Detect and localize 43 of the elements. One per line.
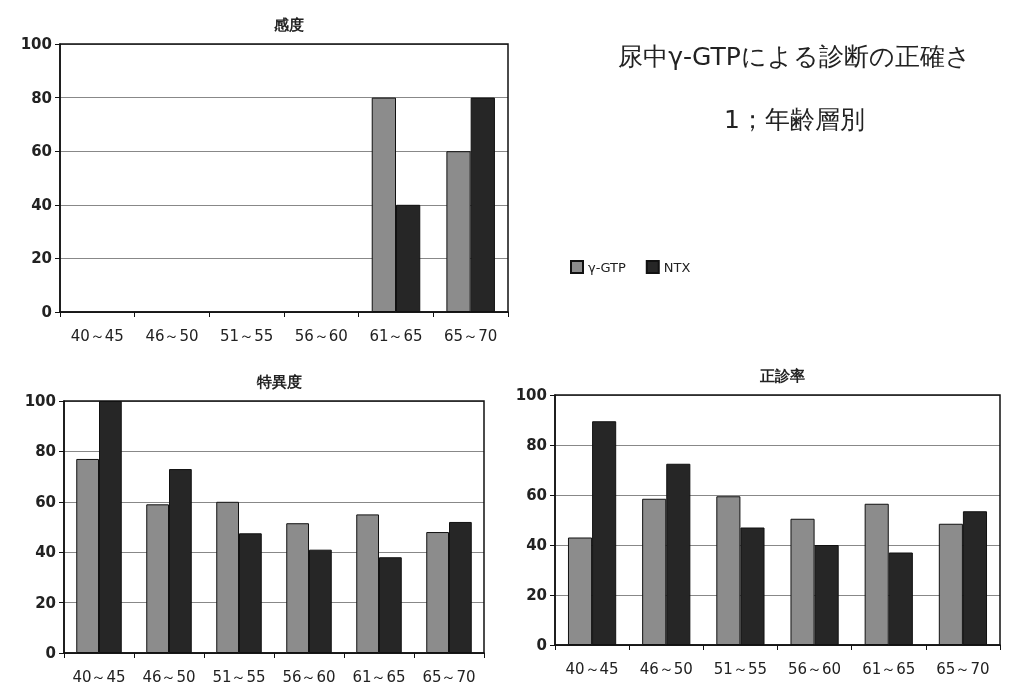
chart-title: 正診率 — [759, 366, 805, 385]
y-tick-label: 40 — [31, 195, 52, 214]
text: 尿中γ-GTPによる診断の正確さ — [617, 41, 972, 73]
x-tick-label: 46～50 — [639, 659, 693, 678]
x-tick-label: 65～70 — [422, 667, 476, 686]
y-tick-label: 80 — [31, 88, 52, 107]
x-tick-label: 56～60 — [787, 659, 842, 678]
y-tick-label: 80 — [526, 436, 547, 454]
x-tick-label: 51～55 — [212, 667, 266, 686]
y-tick-label: 100 — [24, 392, 56, 410]
chart-title: 感度 — [273, 15, 304, 34]
x-tick-label: 56～60 — [282, 667, 336, 686]
text: 1；年齢層別 — [723, 104, 866, 136]
y-tick-label: 40 — [526, 536, 547, 554]
y-tick-label: 20 — [31, 249, 52, 268]
x-tick-label: 46～50 — [142, 667, 196, 686]
x-tick-label: 65～70 — [936, 659, 990, 678]
y-tick-label: 0 — [536, 636, 547, 654]
y-tick-label: 0 — [45, 644, 56, 662]
y-tick-label: 100 — [20, 35, 52, 53]
y-tick-label: 80 — [35, 442, 56, 461]
y-tick-label: 60 — [35, 492, 56, 511]
x-tick-label: 61～65 — [862, 659, 916, 678]
x-tick-label: 51～55 — [220, 326, 274, 345]
y-tick-label: 60 — [31, 142, 52, 161]
legend-label: NTX — [663, 259, 691, 275]
x-tick-label: 56～60 — [294, 326, 348, 345]
legend-label: γ-GTP — [588, 259, 626, 275]
y-tick-label: 100 — [515, 386, 547, 404]
y-tick-label: 20 — [35, 593, 56, 612]
chart-title: 特異度 — [255, 372, 302, 391]
x-tick-label: 46～50 — [145, 326, 199, 345]
y-tick-label: 40 — [35, 543, 56, 562]
x-tick-label: 51～55 — [713, 659, 768, 678]
x-tick-label: 61～65 — [352, 667, 406, 686]
x-tick-label: 40～45 — [70, 326, 124, 345]
x-tick-label: 40～45 — [565, 659, 619, 678]
y-tick-label: 0 — [41, 303, 52, 321]
y-tick-label: 60 — [526, 486, 547, 504]
x-tick-label: 40～45 — [72, 667, 126, 686]
y-tick-label: 20 — [526, 586, 547, 604]
x-tick-label: 65～70 — [444, 326, 498, 345]
x-tick-label: 61～65 — [369, 326, 423, 345]
